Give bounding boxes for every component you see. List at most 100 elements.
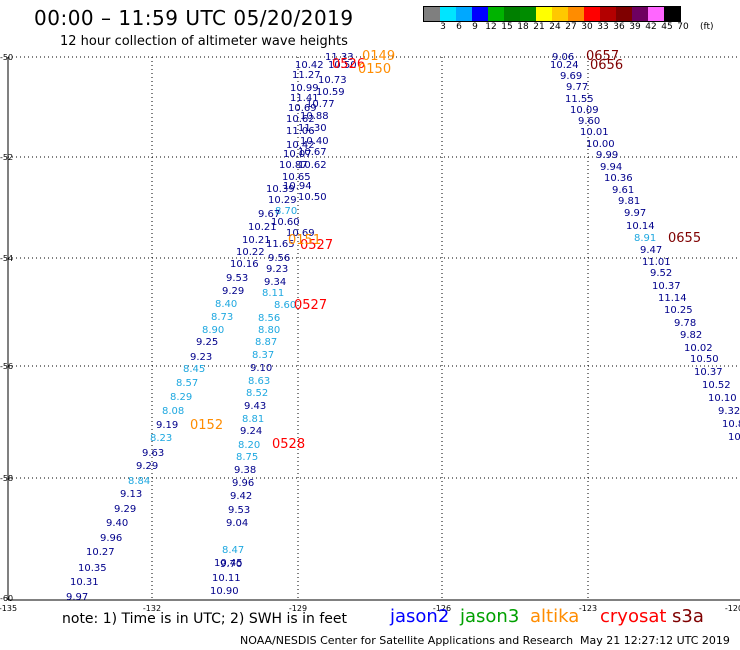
color-scale-unit: (ft)	[700, 22, 714, 32]
legend-tick-label: 70	[677, 22, 689, 32]
legend-tick-label: 42	[645, 22, 657, 32]
swh-value-label: 9.29	[114, 504, 136, 515]
swh-value-label: 8.81	[242, 414, 264, 425]
footer-note: note: 1) Time is in UTC; 2) SWH is in fe…	[62, 611, 348, 627]
swh-value-label: 9.25	[196, 337, 218, 348]
swh-value-label: 10.37	[694, 367, 723, 378]
legend-swatch	[504, 7, 520, 21]
swh-value-label: 10.8	[722, 419, 740, 430]
swh-value-label: 8.57	[176, 378, 198, 389]
latitude-label: -58	[0, 474, 13, 483]
swh-value-label: 10.62	[298, 160, 327, 171]
swh-value-label: 8.20	[238, 440, 260, 451]
swh-value-label: 9.38	[234, 465, 256, 476]
generated-timestamp: May 21 12:27:12 UTC 2019	[580, 634, 730, 647]
time-marker-label: 0149	[362, 49, 395, 64]
longitude-label: -120	[725, 604, 740, 613]
swh-value-label: 8.84	[128, 476, 150, 487]
latitude-label: -50	[0, 53, 13, 62]
swh-value-label: 11.06	[286, 126, 315, 137]
legend-tick-label: 15	[501, 22, 513, 32]
map-subtitle: 12 hour collection of altimeter wave hei…	[60, 34, 348, 49]
latitude-label: -60	[0, 594, 13, 603]
swh-value-label: 11.27	[292, 70, 321, 81]
legend-tick-label: 45	[661, 22, 673, 32]
swh-value-label: 9.29	[136, 461, 158, 472]
swh-value-label: 9.99	[596, 150, 618, 161]
swh-value-label: 10.27	[86, 547, 115, 558]
time-marker-label: 0528	[272, 437, 305, 452]
time-marker-label: 0657	[586, 49, 619, 64]
swh-value-label: 10.00	[586, 139, 615, 150]
swh-value-label: 9.78	[674, 318, 696, 329]
swh-value-label: 9.96	[100, 533, 122, 544]
swh-value-label: 11.14	[658, 293, 687, 304]
swh-value-label: 8.60	[274, 300, 296, 311]
time-marker-label: 0151	[288, 233, 321, 248]
mission-label-jason3: jason3	[460, 606, 520, 627]
time-marker-label: 0527	[300, 238, 333, 253]
swh-value-label: 10.37	[652, 281, 681, 292]
swh-value-label: 10.50	[328, 60, 357, 71]
swh-value-label: 10.07	[283, 149, 312, 160]
swh-value-label: 11.33	[325, 52, 354, 63]
swh-value-label: 10.22	[236, 247, 265, 258]
legend-swatch	[520, 7, 536, 21]
longitude-label: -132	[143, 604, 161, 613]
legend-tick-label: 36	[613, 22, 625, 32]
swh-value-label: 10.50	[690, 354, 719, 365]
swh-value-label: 8.37	[252, 350, 274, 361]
latitude-label: -56	[0, 362, 13, 371]
swh-value-label: 9.23	[266, 264, 288, 275]
swh-value-label: 9.13	[120, 489, 142, 500]
longitude-label: -126	[433, 604, 451, 613]
swh-value-label: 10.88	[300, 111, 329, 122]
time-marker-label: 0150	[358, 62, 391, 77]
swh-value-label: 9.67	[258, 209, 280, 220]
swh-value-label: 9.10	[250, 363, 272, 374]
legend-swatch	[456, 7, 472, 21]
swh-value-label: 8.08	[162, 406, 184, 417]
swh-value-label: 10.67	[298, 147, 327, 158]
swh-value-label: 8.73	[211, 312, 233, 323]
swh-value-label: 9.70	[220, 559, 242, 570]
swh-value-label: 8.90	[202, 325, 224, 336]
mission-label-s3a: s3a	[672, 606, 704, 627]
swh-value-label: 10.90	[210, 586, 239, 597]
swh-value-label: 10.21	[242, 235, 271, 246]
swh-value-label: 10.24	[550, 60, 579, 71]
swh-value-label: 10.42	[286, 140, 315, 151]
swh-value-label: 9.43	[244, 401, 266, 412]
swh-value-label: 10.14	[626, 221, 655, 232]
swh-value-label: 10.21	[248, 222, 277, 233]
swh-value-label: 10.50	[298, 192, 327, 203]
swh-value-label: 10.52	[702, 380, 731, 391]
time-marker-label: 0655	[668, 231, 701, 246]
swh-value-label: 10.25	[664, 305, 693, 316]
swh-value-label: 9.29	[222, 286, 244, 297]
credit-line: NOAA/NESDIS Center for Satellite Applica…	[240, 634, 574, 647]
latitude-label: -52	[0, 153, 13, 162]
swh-value-label: 10.02	[684, 343, 713, 354]
legend-swatch	[472, 7, 488, 21]
swh-value-label: 10.42	[295, 60, 324, 71]
legend-tick-label: 39	[629, 22, 641, 32]
swh-value-label: 10.99	[290, 83, 319, 94]
swh-value-label: 9.47	[640, 245, 662, 256]
swh-value-label: 10.77	[306, 99, 335, 110]
swh-value-label: 11.55	[565, 94, 594, 105]
legend-swatch	[632, 7, 648, 21]
swh-value-label: 9.61	[612, 185, 634, 196]
swh-value-label: 8.52	[246, 388, 268, 399]
swh-value-label: 10.69	[288, 103, 317, 114]
swh-value-label: 11.41	[290, 93, 319, 104]
swh-value-label: 9.24	[240, 426, 262, 437]
swh-value-label: 8.29	[170, 392, 192, 403]
swh-value-label: 8.91	[634, 233, 656, 244]
swh-value-label: 10.73	[318, 75, 347, 86]
legend-swatch	[552, 7, 568, 21]
swh-value-label: 9.82	[680, 330, 702, 341]
swh-value-label: 9.97	[66, 592, 88, 603]
swh-value-label: 9.42	[230, 491, 252, 502]
